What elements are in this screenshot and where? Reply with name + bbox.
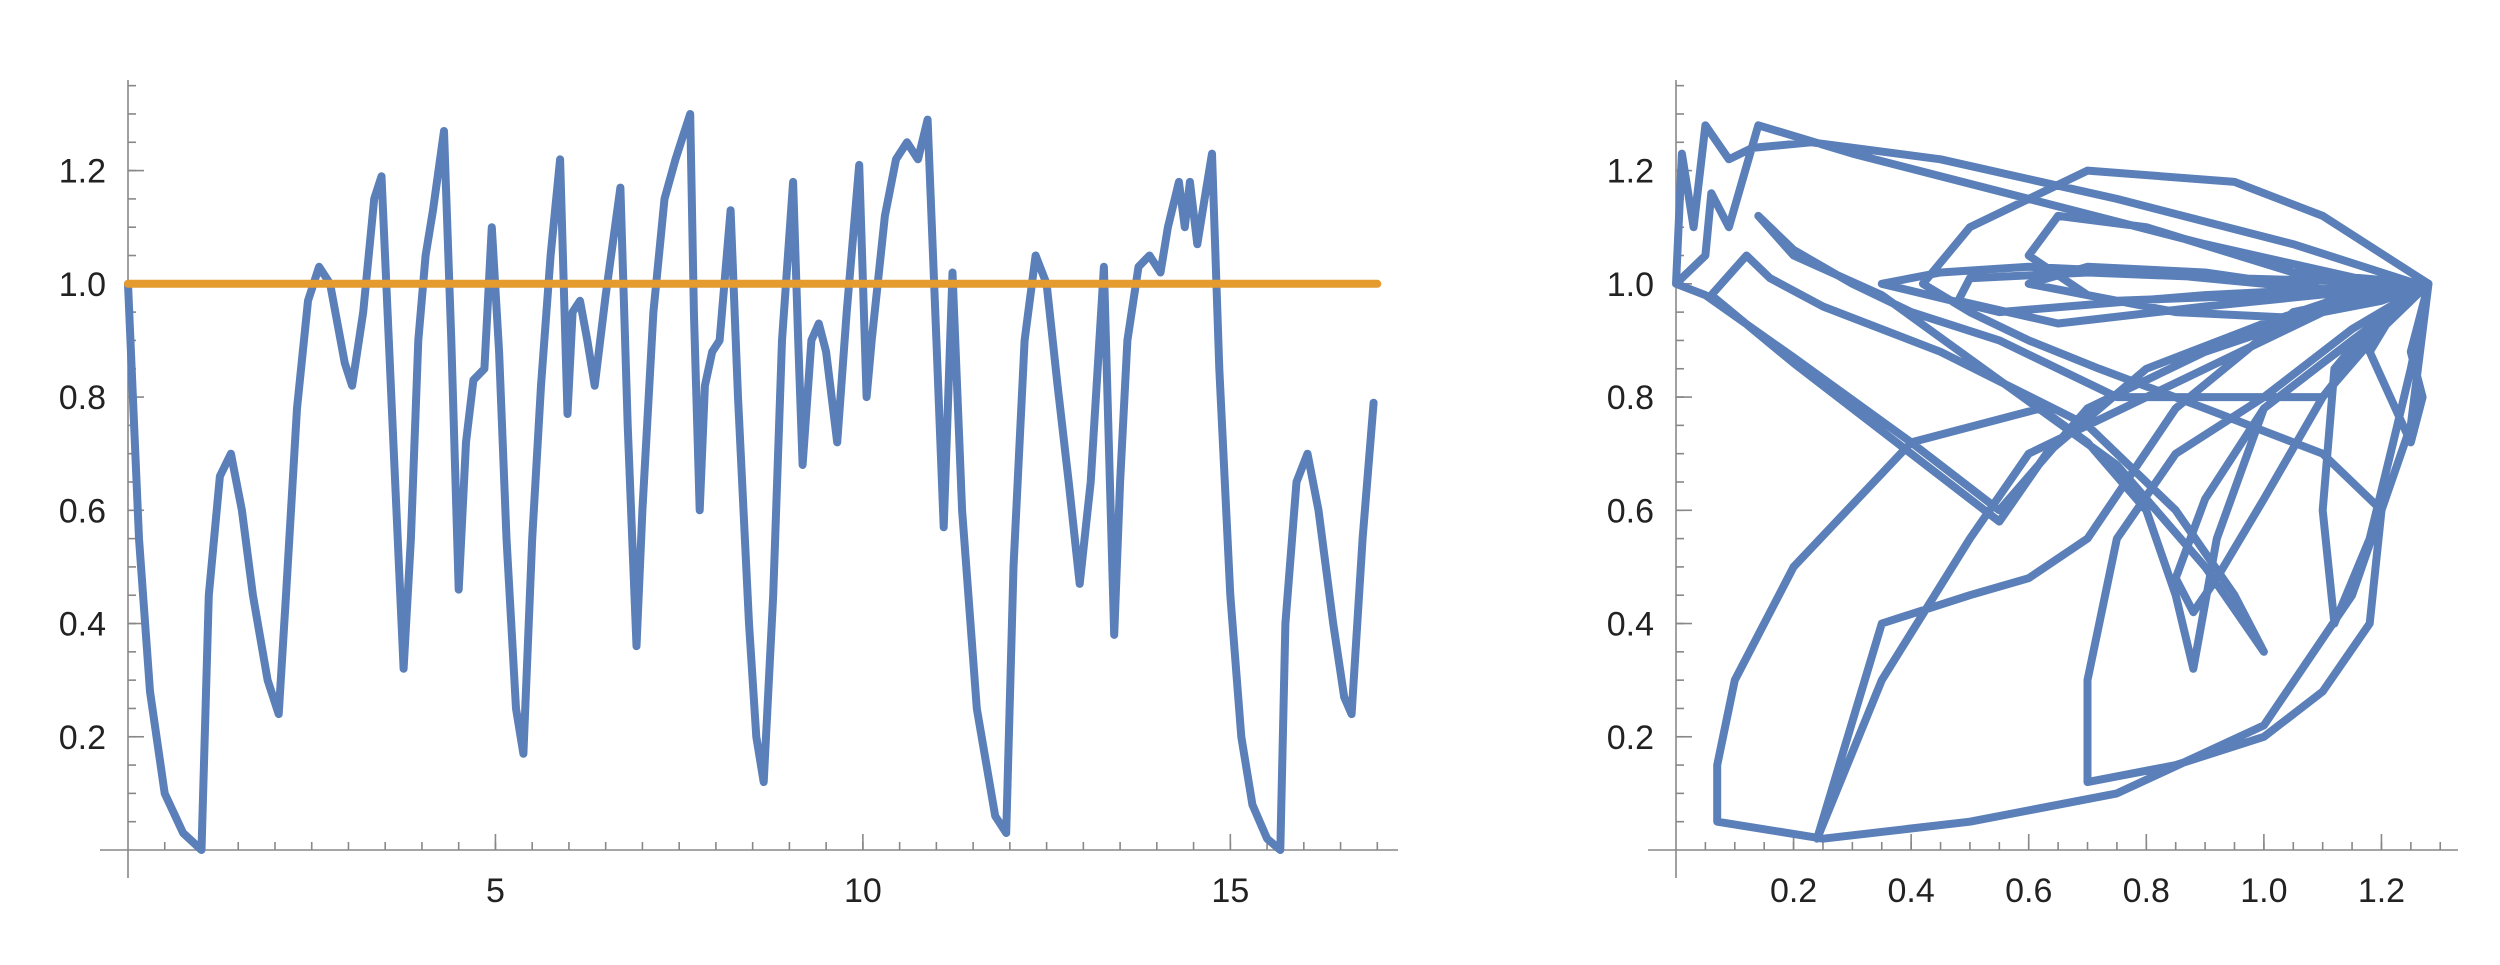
pp-y-tick-label: 0.2: [1607, 719, 1654, 757]
pp-y-tick-label: 1.2: [1607, 153, 1654, 191]
ts-y-tick-label: 0.2: [59, 719, 106, 757]
phase-portrait-axes: 0.2 0.4 0.6 0.8 1.0 1.2 0.2 0.4 0.6 0.8 1.0 1.2: [1607, 80, 2458, 910]
pp-y-tick-label: 0.8: [1607, 379, 1654, 417]
pp-series-line-0: [1672, 121, 2433, 843]
ts-y-tick-label: 0.6: [59, 492, 106, 530]
phase-portrait-lines: [1672, 121, 2433, 843]
ts-y-tick-label: 0.8: [59, 379, 106, 417]
pp-x-tick-label: 0.4: [1888, 872, 1935, 910]
pp-x-tick-label: 0.8: [2123, 872, 2170, 910]
pp-x-tick-label: 0.6: [2005, 872, 2052, 910]
pp-x-tick-label: 0.2: [1770, 872, 1817, 910]
pp-x-tick-label: 1.0: [2240, 872, 2287, 910]
ts-y-tick-label: 1.2: [59, 153, 106, 191]
time-series-lines: [124, 110, 1382, 854]
pp-y-tick-label: 1.0: [1607, 266, 1654, 304]
ts-x-tick-label: 15: [1211, 872, 1249, 910]
ts-y-tick-label: 1.0: [59, 266, 106, 304]
pp-y-tick-label: 0.6: [1607, 492, 1654, 530]
time-series-plot: 5 10 15 0.2 0.4 0.6 0.8 1.0 1.2: [59, 80, 1398, 910]
pp-x-tick-label: 1.2: [2358, 872, 2405, 910]
ts-series-line-0: [124, 110, 1378, 854]
ts-y-tick-label: 0.4: [59, 606, 106, 644]
pp-y-tick-label: 0.4: [1607, 606, 1654, 644]
ts-x-tick-label: 10: [844, 872, 882, 910]
ts-x-tick-label: 5: [486, 872, 505, 910]
phase-portrait-plot: 0.2 0.4 0.6 0.8 1.0 1.2 0.2 0.4 0.6 0.8 1.0 1.2: [1607, 80, 2458, 910]
time-series-axes: 5 10 15 0.2 0.4 0.6 0.8 1.0 1.2: [59, 80, 1398, 910]
